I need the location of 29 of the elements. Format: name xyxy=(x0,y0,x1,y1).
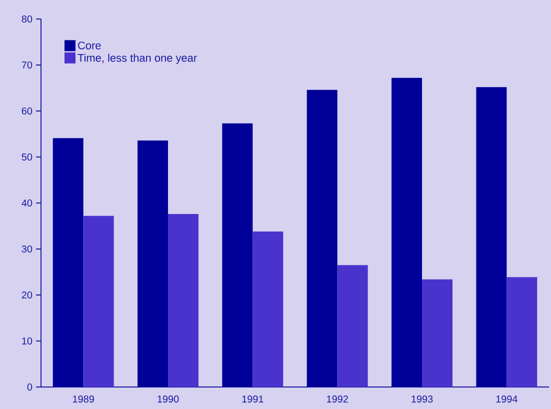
bar xyxy=(306,90,338,387)
legend-label: Core xyxy=(78,42,101,50)
bar xyxy=(337,265,368,387)
y-tick-label: 0 xyxy=(27,383,32,391)
y-tick-label: 30 xyxy=(22,245,32,253)
y-tick-label: 60 xyxy=(22,107,32,115)
x-tick-label: 1989 xyxy=(73,396,94,403)
legend-label: Time, less than one year xyxy=(78,54,197,64)
x-tick-label: 1990 xyxy=(158,396,179,403)
y-tick-label: 50 xyxy=(22,153,32,161)
bar xyxy=(392,78,422,387)
bar xyxy=(506,277,538,387)
bar xyxy=(252,232,284,387)
y-tick-label: 40 xyxy=(22,199,32,207)
y-tick-label: 10 xyxy=(22,337,32,345)
bar xyxy=(222,123,253,387)
bar xyxy=(422,279,452,387)
bar xyxy=(168,214,198,387)
bar xyxy=(138,140,168,387)
x-tick-label: 1991 xyxy=(242,396,264,403)
bar xyxy=(83,216,114,387)
bar xyxy=(52,138,84,387)
bar xyxy=(476,87,507,387)
x-tick-label: 1994 xyxy=(496,396,518,403)
y-tick-label: 70 xyxy=(22,61,32,69)
y-tick-label: 80 xyxy=(22,15,32,23)
y-tick-label: 20 xyxy=(22,291,32,299)
x-tick-label: 1993 xyxy=(412,396,433,403)
x-tick-label: 1992 xyxy=(327,396,348,403)
